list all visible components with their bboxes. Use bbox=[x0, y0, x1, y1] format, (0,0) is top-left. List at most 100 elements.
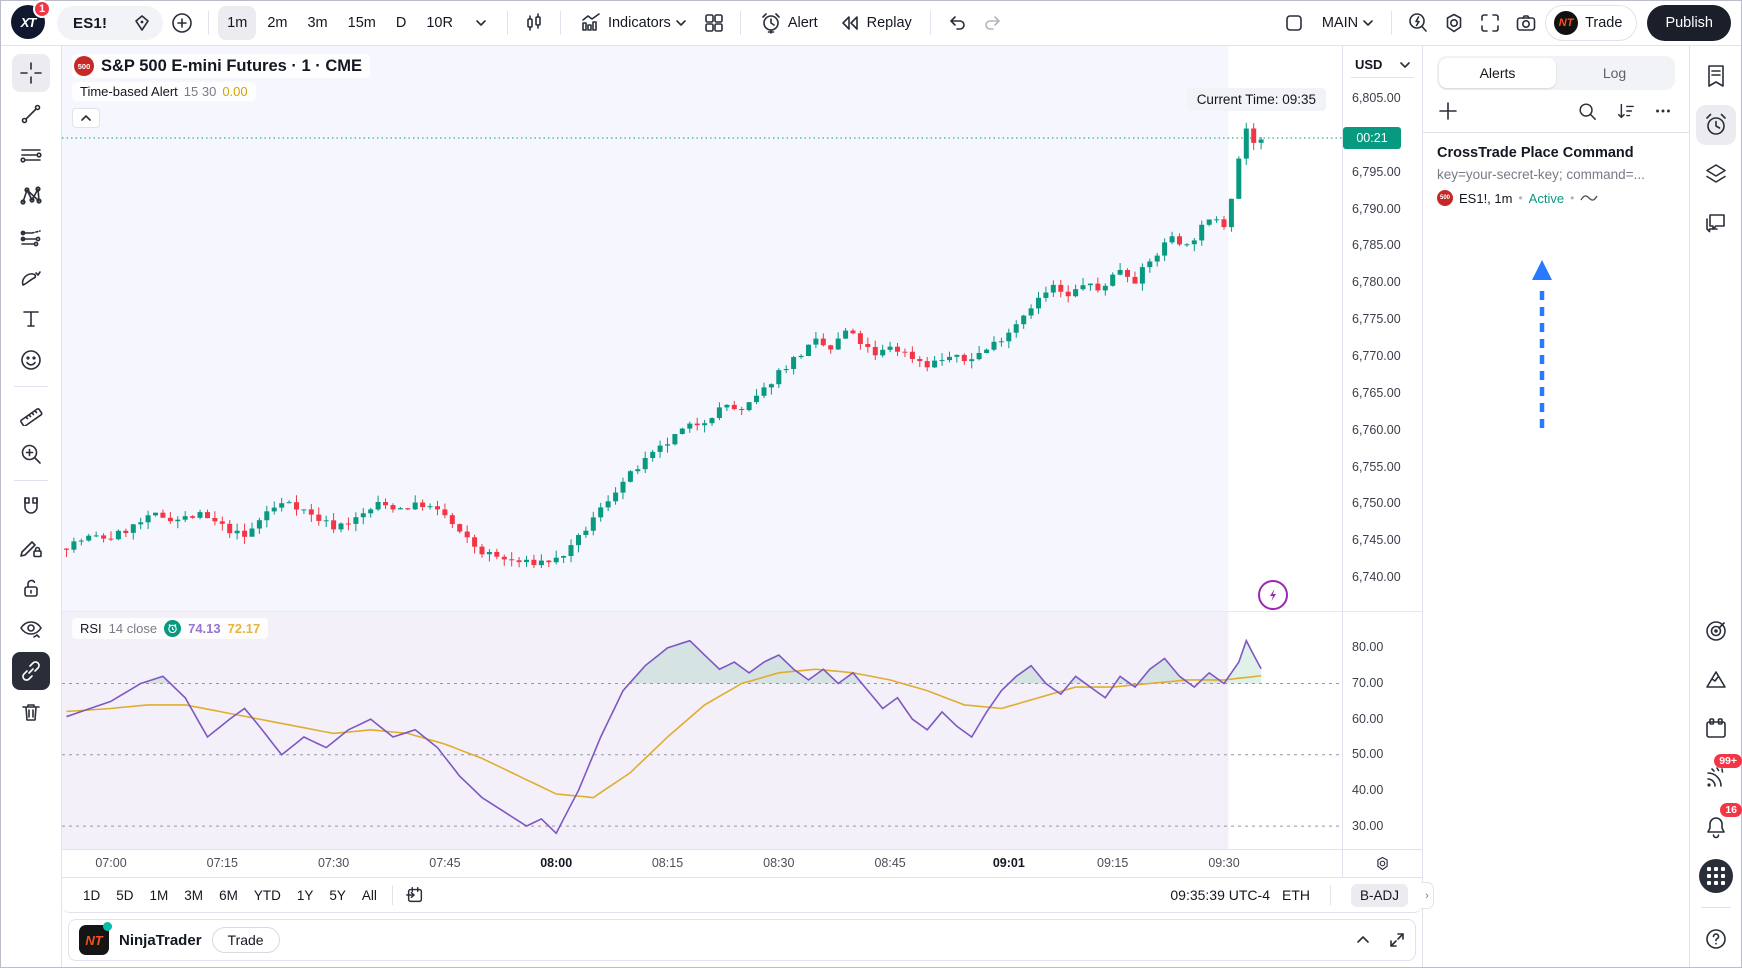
save-layout-button[interactable] bbox=[1277, 6, 1311, 40]
notifications-button[interactable]: 16 bbox=[1696, 803, 1742, 847]
screener-button[interactable] bbox=[1696, 611, 1736, 651]
sort-icon[interactable] bbox=[1615, 101, 1635, 121]
rsi-plot[interactable]: RSI 14 close 74.13 72.17 bbox=[62, 612, 1342, 849]
timeframe-menu-button[interactable] bbox=[464, 6, 498, 40]
undo-button[interactable] bbox=[940, 6, 974, 40]
timeframe-button-3m[interactable]: 3m bbox=[307, 15, 328, 31]
object-tree-button[interactable] bbox=[1696, 154, 1736, 194]
fullscreen-button[interactable] bbox=[1473, 6, 1507, 40]
tab-alerts[interactable]: Alerts bbox=[1439, 58, 1556, 88]
range-button-All[interactable]: All bbox=[361, 887, 377, 903]
app-logo[interactable]: XT 1 bbox=[11, 0, 51, 41]
rsi-alert-icon[interactable] bbox=[164, 620, 182, 637]
compare-add-button[interactable] bbox=[165, 6, 199, 40]
price-plot[interactable]: 500 S&P 500 E-mini Futures · 1 · CME Tim… bbox=[62, 46, 1342, 611]
redo-button[interactable] bbox=[976, 6, 1010, 40]
alert-flash-marker[interactable] bbox=[1258, 580, 1288, 610]
rsi-legend[interactable]: RSI 14 close 74.13 72.17 bbox=[72, 618, 269, 639]
chevron-up-icon[interactable] bbox=[1355, 932, 1371, 948]
zoom-in-tool[interactable] bbox=[12, 435, 50, 473]
crosshair-icon bbox=[20, 62, 42, 84]
time-axis[interactable]: 07:00 07:15 07:30 07:45 08:00 08:15 08:30 08:45… bbox=[62, 850, 1342, 877]
time-axis-label: 07:15 bbox=[206, 856, 238, 870]
layout-name-button[interactable]: MAIN bbox=[1313, 6, 1382, 40]
toolbar-divider bbox=[1329, 885, 1331, 905]
news-count-badge: 99+ bbox=[1714, 754, 1742, 768]
magnet-tool[interactable] bbox=[12, 488, 50, 526]
time-axis-label: 09:15 bbox=[1097, 856, 1129, 870]
ideas-button[interactable] bbox=[1696, 660, 1736, 700]
news-button[interactable]: 99+ bbox=[1696, 754, 1742, 798]
help-button[interactable] bbox=[1696, 919, 1736, 959]
snapshot-button[interactable] bbox=[1509, 6, 1543, 40]
apps-menu-button[interactable] bbox=[1696, 856, 1736, 896]
axis-settings-button[interactable] bbox=[1343, 850, 1422, 877]
trend-line-tool[interactable] bbox=[12, 95, 50, 133]
timeframe-button-15m[interactable]: 15m bbox=[347, 15, 376, 31]
indicator-legend-alert[interactable]: Time-based Alert 15 30 0.00 bbox=[72, 82, 256, 101]
broker-trade-button[interactable]: NT Trade bbox=[1545, 5, 1638, 41]
rsi-axis-label: 60.00 bbox=[1352, 711, 1384, 726]
candlestick-chart[interactable] bbox=[62, 46, 1342, 611]
indicators-button[interactable]: Indicators bbox=[570, 6, 695, 40]
crosshair-tool[interactable] bbox=[12, 54, 50, 92]
hide-drawings-tool[interactable] bbox=[12, 611, 50, 649]
toolbar-divider bbox=[14, 386, 48, 387]
layout-templates-button[interactable] bbox=[697, 6, 731, 40]
range-button-YTD[interactable]: YTD bbox=[253, 887, 281, 903]
lock-drawings-tool[interactable] bbox=[12, 570, 50, 608]
range-button-1D[interactable]: 1D bbox=[83, 887, 101, 903]
brush-tool[interactable] bbox=[12, 259, 50, 297]
text-tool[interactable] bbox=[12, 300, 50, 338]
add-alert-icon[interactable] bbox=[1437, 100, 1459, 122]
clock-display[interactable]: 09:35:39 UTC-4 bbox=[1170, 887, 1270, 903]
pattern-tool[interactable] bbox=[12, 177, 50, 215]
more-options-icon[interactable] bbox=[1653, 101, 1673, 121]
alert-list-item[interactable]: CrossTrade Place Command key=your-secret… bbox=[1423, 133, 1689, 218]
projection-tool[interactable] bbox=[12, 218, 50, 256]
adjustment-toggle[interactable]: B-ADJ bbox=[1350, 883, 1408, 907]
sync-drawings-tool[interactable] bbox=[12, 652, 50, 690]
panel-collapse-handle[interactable]: › bbox=[1421, 882, 1434, 909]
legend-collapse-button[interactable] bbox=[72, 108, 100, 128]
range-button-3M[interactable]: 3M bbox=[184, 887, 204, 903]
parallel-lines-icon bbox=[20, 149, 42, 163]
remove-drawings-tool[interactable] bbox=[12, 693, 50, 731]
publish-button[interactable]: Publish bbox=[1647, 5, 1731, 41]
horizontal-lines-tool[interactable] bbox=[12, 136, 50, 174]
symbol-legend[interactable]: 500 S&P 500 E-mini Futures · 1 · CME bbox=[72, 54, 371, 78]
broker-trade-tab[interactable]: Trade bbox=[211, 927, 280, 953]
timeframe-button-1m[interactable]: 1m bbox=[218, 6, 257, 40]
search-icon[interactable] bbox=[1577, 101, 1597, 121]
range-button-1Y[interactable]: 1Y bbox=[296, 887, 314, 903]
goto-date-button[interactable] bbox=[401, 881, 429, 909]
watchlist-button[interactable] bbox=[1696, 56, 1736, 96]
currency-selector[interactable]: USD bbox=[1351, 52, 1414, 78]
replay-button[interactable]: Replay bbox=[829, 6, 921, 40]
timeframe-button-D[interactable]: D bbox=[395, 15, 407, 31]
rsi-axis[interactable]: 80.00 70.00 60.00 50.00 40.00 30.00 bbox=[1342, 612, 1422, 849]
chat-button[interactable] bbox=[1696, 203, 1736, 243]
range-button-1M[interactable]: 1M bbox=[149, 887, 169, 903]
timeframe-button-10R[interactable]: 10R bbox=[426, 15, 453, 31]
expand-icon[interactable] bbox=[1389, 932, 1405, 948]
emoji-tool[interactable] bbox=[12, 341, 50, 379]
rsi-chart[interactable] bbox=[62, 612, 1342, 849]
session-label[interactable]: ETH bbox=[1281, 887, 1310, 903]
alert-button[interactable]: Alert bbox=[750, 6, 827, 40]
range-button-5D[interactable]: 5D bbox=[116, 887, 134, 903]
settings-button[interactable] bbox=[1437, 6, 1471, 40]
chart-style-button[interactable] bbox=[517, 6, 551, 40]
tab-log[interactable]: Log bbox=[1602, 65, 1627, 81]
measure-tool[interactable] bbox=[12, 394, 50, 432]
rsi-value: 74.13 bbox=[188, 621, 221, 636]
quick-search-button[interactable] bbox=[1401, 6, 1435, 40]
alerts-button[interactable] bbox=[1696, 105, 1736, 145]
symbol-search[interactable]: ES1! bbox=[57, 6, 164, 40]
calendar-button[interactable] bbox=[1696, 709, 1736, 749]
drawing-mode-tool[interactable] bbox=[12, 529, 50, 567]
range-button-5Y[interactable]: 5Y bbox=[329, 887, 346, 903]
timeframe-button-2m[interactable]: 2m bbox=[267, 15, 288, 31]
price-axis[interactable]: USD 00:21 6,805.006,800.006,795.006,790.… bbox=[1342, 46, 1422, 611]
range-button-6M[interactable]: 6M bbox=[219, 887, 238, 903]
